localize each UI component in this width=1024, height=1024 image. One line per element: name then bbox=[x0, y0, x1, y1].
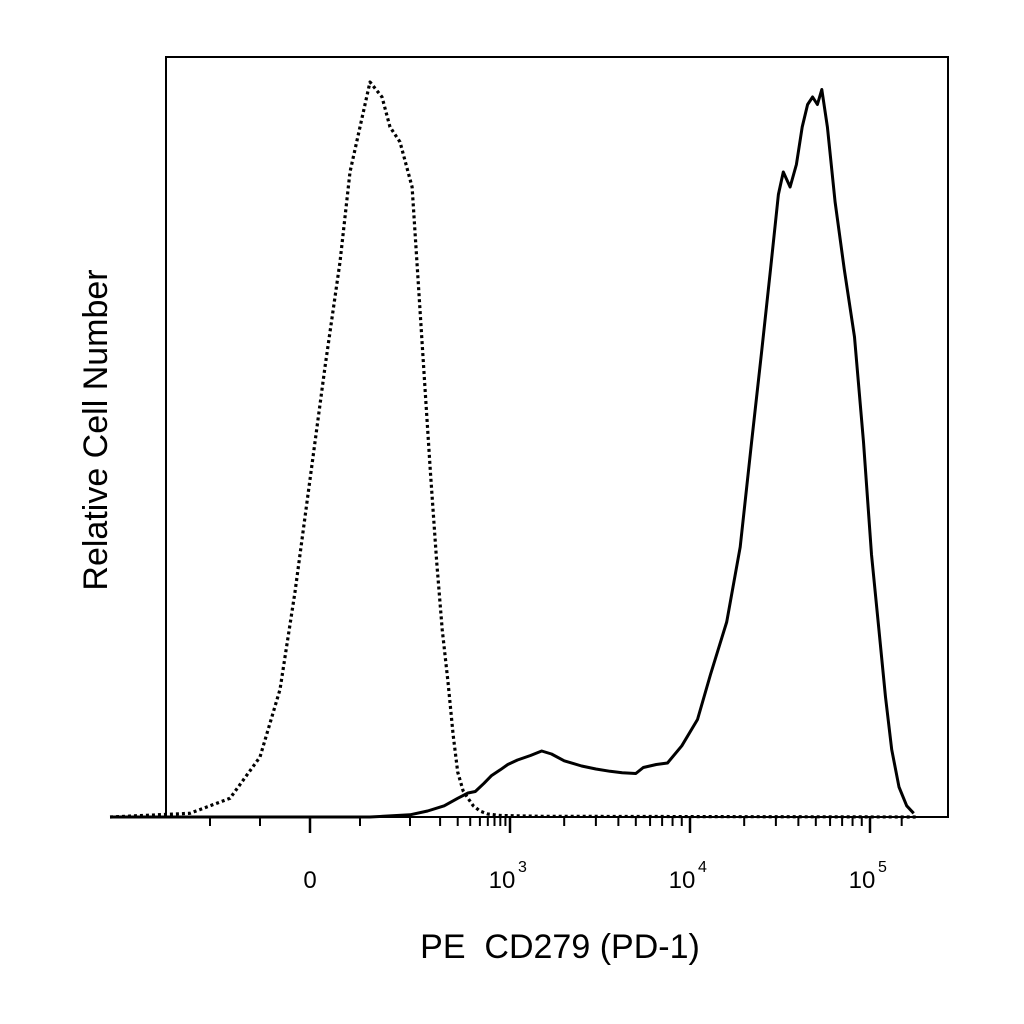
control-histogram-line bbox=[109, 80, 916, 819]
y-axis-title: Relative Cell Number bbox=[77, 269, 115, 590]
tick-labels: 0 10 3 10 4 10 5 bbox=[303, 859, 887, 894]
x-tick-exponent: 5 bbox=[878, 859, 887, 876]
plot-frame bbox=[165, 56, 949, 818]
minor-ticks bbox=[209, 817, 903, 826]
x-tick-label: 0 bbox=[303, 867, 316, 894]
stained-histogram-line bbox=[110, 88, 915, 819]
series-layer bbox=[109, 80, 916, 819]
x-tick-exponent: 4 bbox=[698, 859, 707, 876]
x-tick-label: 10 bbox=[849, 867, 876, 894]
x-tick-label: 10 bbox=[669, 867, 696, 894]
major-ticks bbox=[308, 817, 872, 833]
x-tick-label: 10 bbox=[489, 867, 516, 894]
x-axis-title: PE CD279 (PD-1) bbox=[420, 928, 700, 966]
x-tick-exponent: 3 bbox=[518, 859, 527, 876]
